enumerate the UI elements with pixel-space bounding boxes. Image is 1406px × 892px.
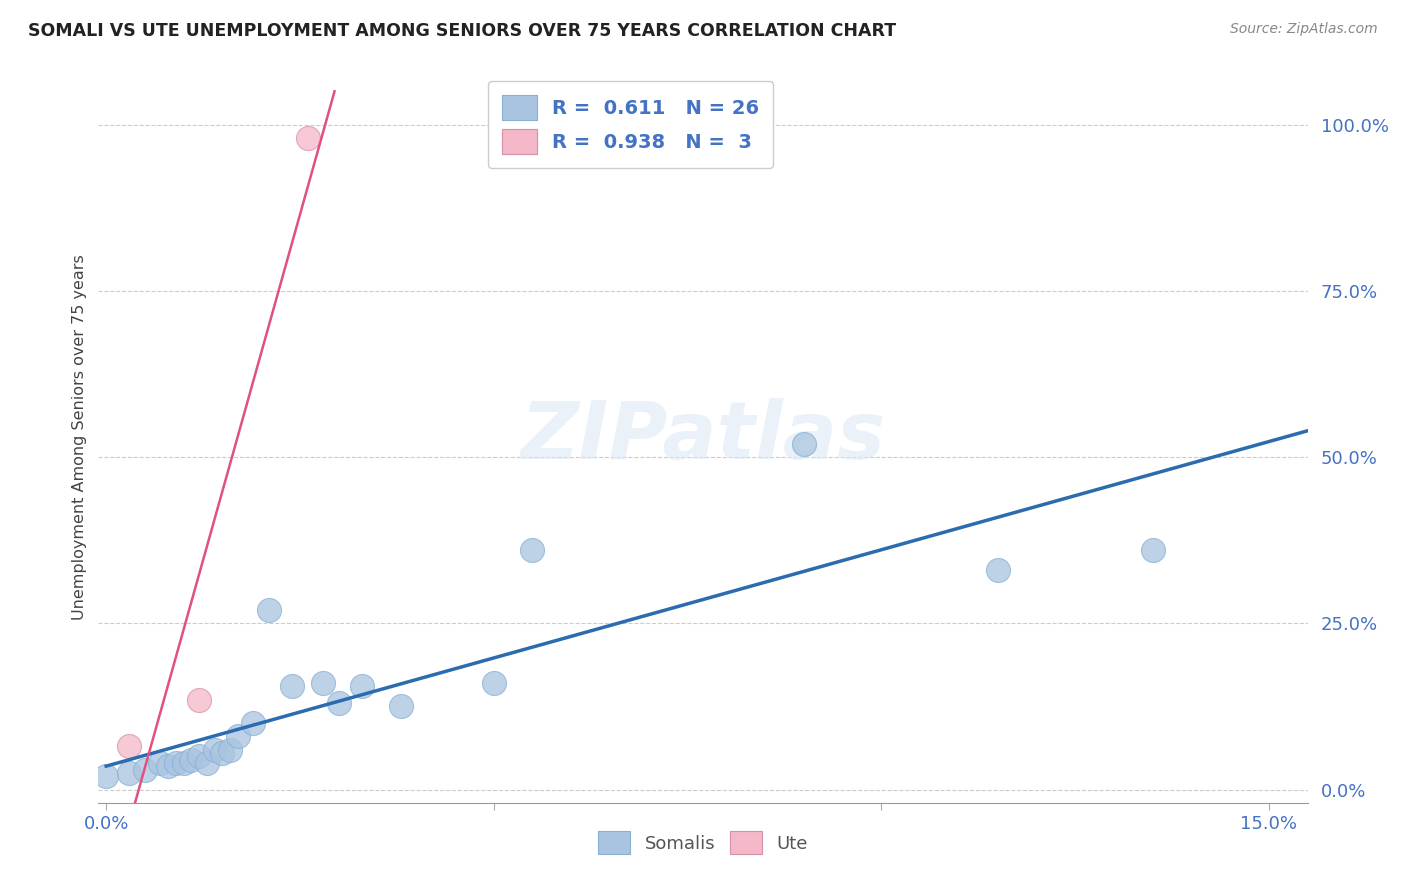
Point	[165, 756, 187, 770]
Point	[986, 563, 1008, 577]
Point	[312, 676, 335, 690]
Point	[157, 759, 180, 773]
Point	[257, 603, 280, 617]
Point	[173, 756, 195, 770]
Point	[328, 696, 350, 710]
Point	[281, 680, 304, 694]
Text: Source: ZipAtlas.com: Source: ZipAtlas.com	[1230, 22, 1378, 37]
Point	[195, 756, 218, 770]
Point	[226, 729, 249, 743]
Text: SOMALI VS UTE UNEMPLOYMENT AMONG SENIORS OVER 75 YEARS CORRELATION CHART: SOMALI VS UTE UNEMPLOYMENT AMONG SENIORS…	[28, 22, 896, 40]
Point	[219, 742, 242, 756]
Point	[211, 746, 233, 760]
Point	[134, 763, 156, 777]
Legend: Somalis, Ute: Somalis, Ute	[589, 822, 817, 863]
Point	[118, 765, 141, 780]
Point	[297, 131, 319, 145]
Point	[96, 769, 118, 783]
Point	[482, 676, 505, 690]
Point	[188, 749, 211, 764]
Point	[350, 680, 373, 694]
Point	[118, 739, 141, 754]
Text: ZIPatlas: ZIPatlas	[520, 398, 886, 476]
Point	[188, 692, 211, 706]
Point	[242, 716, 264, 731]
Point	[180, 753, 202, 767]
Point	[522, 543, 544, 558]
Point	[793, 436, 815, 450]
Point	[204, 742, 226, 756]
Point	[149, 756, 172, 770]
Y-axis label: Unemployment Among Seniors over 75 years: Unemployment Among Seniors over 75 years	[72, 254, 87, 620]
Point	[389, 699, 412, 714]
Point	[1142, 543, 1164, 558]
